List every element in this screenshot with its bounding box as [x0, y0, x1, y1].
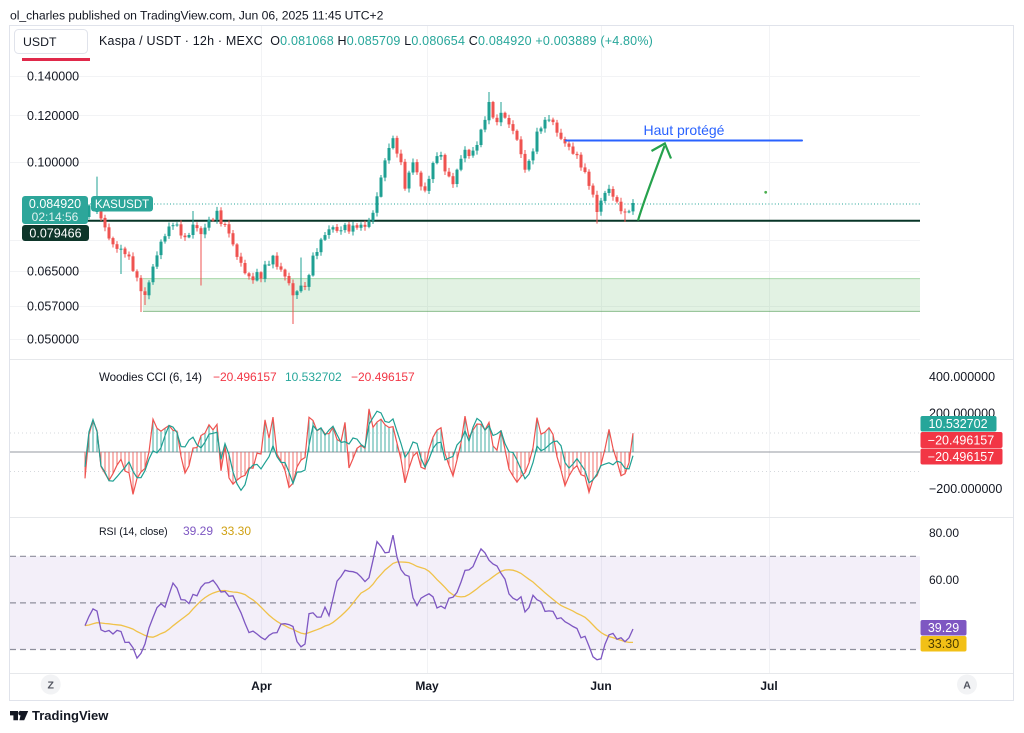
- svg-text:0.050000: 0.050000: [27, 333, 79, 347]
- svg-text:Woodies CCI (6, 14): Woodies CCI (6, 14): [99, 371, 202, 384]
- svg-text:Apr: Apr: [251, 679, 272, 693]
- svg-text:RSI (14, close): RSI (14, close): [99, 526, 168, 538]
- svg-text:Z: Z: [47, 680, 54, 692]
- svg-text:A: A: [963, 680, 971, 692]
- svg-text:39.29: 39.29: [183, 524, 213, 538]
- svg-text:USDT: USDT: [23, 35, 57, 49]
- svg-text:60.00: 60.00: [929, 573, 959, 587]
- svg-text:0.065000: 0.065000: [27, 265, 79, 279]
- svg-text:KASUSDT: KASUSDT: [95, 199, 149, 211]
- svg-text:ol_charles published on Tradin: ol_charles published on TradingView.com,…: [10, 9, 384, 23]
- svg-text:400.000000: 400.000000: [929, 370, 995, 384]
- svg-text:−20.496157: −20.496157: [213, 370, 277, 384]
- svg-text:0.079466: 0.079466: [29, 227, 81, 241]
- svg-text:TradingView: TradingView: [32, 708, 109, 723]
- svg-text:10.532702: 10.532702: [285, 370, 342, 384]
- svg-text:0.140000: 0.140000: [27, 70, 79, 84]
- svg-text:Jul: Jul: [760, 679, 777, 693]
- svg-text:−20.496157: −20.496157: [351, 370, 415, 384]
- svg-text:10.532702: 10.532702: [928, 417, 987, 431]
- svg-text:0.120000: 0.120000: [27, 109, 79, 123]
- svg-text:−20.496157: −20.496157: [928, 450, 994, 464]
- svg-text:02:14:56: 02:14:56: [32, 210, 79, 224]
- svg-text:0.084920: 0.084920: [29, 197, 81, 211]
- svg-text:−20.496157: −20.496157: [928, 434, 994, 448]
- svg-text:Kaspa / USDT · 12h · MEXC O0.: Kaspa / USDT · 12h · MEXC O0.081068 H0.0…: [99, 34, 653, 48]
- svg-text:Jun: Jun: [590, 679, 611, 693]
- svg-text:33.30: 33.30: [928, 637, 959, 651]
- svg-text:Haut protégé: Haut protégé: [644, 122, 725, 138]
- svg-text:−200.000000: −200.000000: [929, 482, 1002, 496]
- svg-text:May: May: [415, 679, 439, 693]
- svg-text:39.29: 39.29: [928, 621, 959, 635]
- svg-text:0.057000: 0.057000: [27, 300, 79, 314]
- svg-text:80.00: 80.00: [929, 526, 959, 540]
- svg-text:0.100000: 0.100000: [27, 156, 79, 170]
- svg-text:33.30: 33.30: [221, 524, 251, 538]
